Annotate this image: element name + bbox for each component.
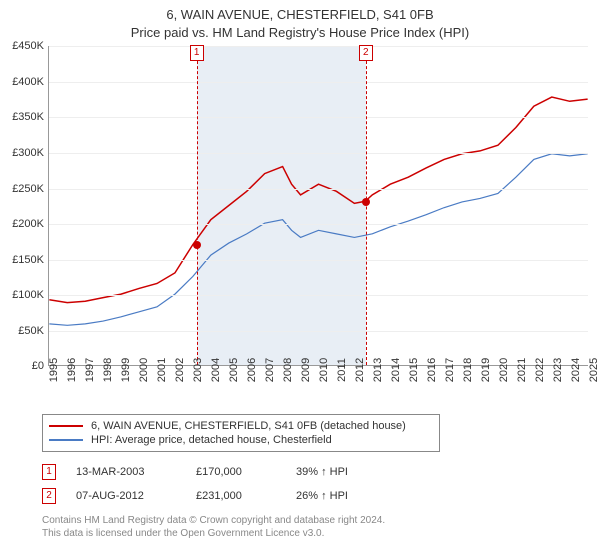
legend-label: HPI: Average price, detached house, Ches… [91, 434, 332, 446]
x-tick-label: 2016 [426, 358, 438, 382]
grid-line [49, 46, 588, 47]
x-tick-label: 2010 [318, 358, 330, 382]
event-list: 1 13-MAR-2003 £170,000 39% ↑ HPI 2 07-AUG-201… [42, 460, 600, 508]
event-price: £231,000 [196, 490, 276, 502]
x-tick-label: 2011 [336, 359, 348, 383]
x-tick-label: 2022 [534, 358, 546, 382]
x-tick-label: 1999 [120, 358, 132, 382]
x-tick-label: 2005 [228, 358, 240, 382]
grid-line [49, 260, 588, 261]
grid-line [49, 153, 588, 154]
x-tick-label: 1997 [84, 358, 96, 382]
y-tick-label: £100K [12, 289, 44, 301]
series-line [49, 154, 587, 326]
y-tick-label: £50K [18, 325, 44, 337]
x-axis: 1995199619971998199920002001200220032004… [48, 366, 588, 406]
legend-row: HPI: Average price, detached house, Ches… [49, 433, 433, 447]
y-tick-label: £400K [12, 76, 44, 88]
x-tick-label: 1995 [48, 358, 60, 382]
event-note: 39% ↑ HPI [296, 466, 348, 478]
x-tick-label: 2012 [354, 358, 366, 382]
x-tick-label: 2025 [588, 358, 600, 382]
event-row: 1 13-MAR-2003 £170,000 39% ↑ HPI [42, 460, 600, 484]
x-tick-label: 2006 [246, 358, 258, 382]
x-tick-label: 2007 [264, 358, 276, 382]
x-tick-label: 2017 [444, 358, 456, 382]
x-tick-label: 2013 [372, 358, 384, 382]
legend: 6, WAIN AVENUE, CHESTERFIELD, S41 0FB (d… [42, 414, 440, 452]
grid-line [49, 82, 588, 83]
x-tick-label: 2020 [498, 358, 510, 382]
y-tick-label: £350K [12, 111, 44, 123]
x-tick-label: 2024 [570, 358, 582, 382]
event-number: 2 [42, 488, 56, 504]
x-tick-label: 2019 [480, 358, 492, 382]
marker-dot [362, 198, 370, 206]
event-note: 26% ↑ HPI [296, 490, 348, 502]
grid-line [49, 117, 588, 118]
x-tick-label: 1998 [102, 358, 114, 382]
x-tick-label: 2015 [408, 358, 420, 382]
x-tick-label: 2004 [210, 358, 222, 382]
marker-label: 2 [359, 45, 373, 61]
y-tick-label: £0 [32, 360, 44, 372]
title-line-1: 6, WAIN AVENUE, CHESTERFIELD, S41 0FB [0, 6, 600, 24]
footer: Contains HM Land Registry data © Crown c… [42, 514, 600, 540]
x-tick-label: 2018 [462, 358, 474, 382]
chart-lines [49, 46, 588, 365]
y-tick-label: £450K [12, 40, 44, 52]
plot-area: 12 [48, 46, 588, 366]
chart: £0 £50K £100K £150K £200K £250K £300K £350K £400… [0, 46, 600, 406]
y-axis: £0£50K£100K£150K£200K£250K£300K£350K£400… [0, 46, 48, 366]
event-date: 07-AUG-2012 [76, 490, 176, 502]
event-number: 1 [42, 464, 56, 480]
marker-label: 1 [190, 45, 204, 61]
legend-label: 6, WAIN AVENUE, CHESTERFIELD, S41 0FB (d… [91, 420, 406, 432]
footer-line-1: Contains HM Land Registry data © Crown c… [42, 514, 600, 527]
x-tick-label: 2001 [156, 358, 168, 382]
y-tick-label: £200K [12, 218, 44, 230]
grid-line [49, 224, 588, 225]
legend-row: 6, WAIN AVENUE, CHESTERFIELD, S41 0FB (d… [49, 419, 433, 433]
x-tick-label: 2014 [390, 358, 402, 382]
y-tick-label: £250K [12, 183, 44, 195]
x-tick-label: 2000 [138, 358, 150, 382]
series-line [49, 97, 587, 303]
y-tick-label: £150K [12, 254, 44, 266]
x-tick-label: 2009 [300, 358, 312, 382]
y-tick-label: £300K [12, 147, 44, 159]
marker-line [197, 46, 198, 365]
x-tick-label: 2021 [516, 358, 528, 382]
marker-dot [193, 241, 201, 249]
grid-line [49, 295, 588, 296]
title-block: 6, WAIN AVENUE, CHESTERFIELD, S41 0FB Pr… [0, 0, 600, 46]
footer-line-2: This data is licensed under the Open Gov… [42, 527, 600, 540]
x-tick-label: 2008 [282, 358, 294, 382]
chart-container: 6, WAIN AVENUE, CHESTERFIELD, S41 0FB Pr… [0, 0, 600, 560]
legend-swatch [49, 439, 83, 441]
title-line-2: Price paid vs. HM Land Registry's House … [0, 24, 600, 42]
x-tick-label: 2023 [552, 358, 564, 382]
grid-line [49, 189, 588, 190]
grid-line [49, 331, 588, 332]
x-tick-label: 2002 [174, 358, 186, 382]
event-price: £170,000 [196, 466, 276, 478]
x-tick-label: 2003 [192, 358, 204, 382]
x-tick-label: 1996 [66, 358, 78, 382]
event-row: 2 07-AUG-2012 £231,000 26% ↑ HPI [42, 484, 600, 508]
legend-swatch [49, 425, 83, 427]
event-date: 13-MAR-2003 [76, 466, 176, 478]
